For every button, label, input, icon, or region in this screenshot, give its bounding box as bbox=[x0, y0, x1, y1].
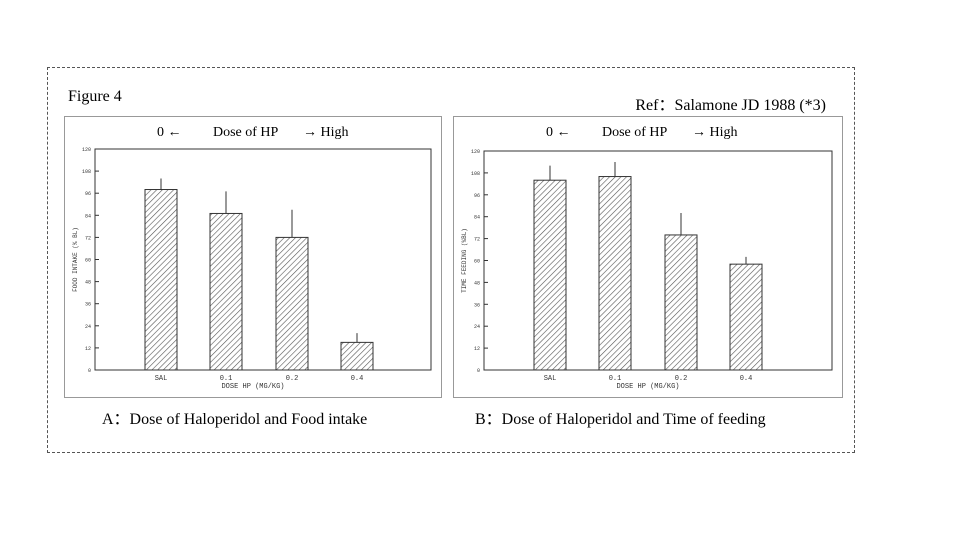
y-tick-label: 36 bbox=[474, 302, 480, 308]
y-axis-label: FOOD INTAKE (% BL) bbox=[72, 227, 79, 292]
figure-frame bbox=[47, 67, 855, 453]
x-tick-label: 0.1 bbox=[609, 375, 622, 383]
y-tick-label: 84 bbox=[85, 213, 91, 219]
y-tick-label: 120 bbox=[82, 147, 91, 153]
bar bbox=[275, 236, 309, 371]
y-tick-label: 24 bbox=[474, 324, 480, 330]
x-axis-label: DOSE HP (MG/KG) bbox=[221, 383, 284, 391]
y-tick-label: 72 bbox=[85, 235, 91, 241]
y-tick-label: 108 bbox=[82, 169, 91, 175]
x-tick-label: 0.2 bbox=[675, 375, 688, 383]
bar bbox=[144, 189, 178, 371]
bar bbox=[729, 263, 763, 371]
y-tick-label: 72 bbox=[474, 237, 480, 243]
x-tick-label: 0.4 bbox=[740, 375, 753, 383]
x-axis-label: DOSE HP (MG/KG) bbox=[616, 383, 679, 391]
figure-label: Figure 4 bbox=[68, 88, 122, 105]
y-tick-label: 60 bbox=[85, 258, 91, 264]
x-tick-label: 0.1 bbox=[220, 375, 233, 383]
dose-title-label: Dose of HP bbox=[602, 125, 668, 140]
y-tick-label: 36 bbox=[85, 302, 91, 308]
chart-panel-b: 0 ← Dose of HP → High 0 12 24 36 48 60 72 84 96 1… bbox=[453, 116, 843, 398]
bar bbox=[598, 176, 632, 371]
x-tick-label: SAL bbox=[544, 375, 557, 383]
x-tick-label: SAL bbox=[155, 375, 168, 383]
y-tick-label: 96 bbox=[474, 193, 480, 199]
bar bbox=[340, 341, 374, 371]
y-axis-label: TIME FEEDING (%BL) bbox=[461, 228, 468, 293]
dose-low-label: 0 ← bbox=[546, 125, 571, 140]
y-tick-label: 12 bbox=[85, 346, 91, 352]
y-tick-label: 48 bbox=[474, 280, 480, 286]
x-tick-label: 0.2 bbox=[286, 375, 299, 383]
bar bbox=[664, 234, 698, 371]
y-tick-label: 120 bbox=[471, 149, 480, 155]
dose-header-b: 0 ← Dose of HP → High bbox=[454, 125, 842, 145]
food-intake-chart: 0 12 24 36 48 60 72 84 96 108 120 SAL 0.1 0.2 0.4 DOSE … bbox=[72, 147, 432, 391]
y-tick-label: 0 bbox=[477, 368, 480, 374]
bar bbox=[209, 212, 243, 371]
y-tick-label: 12 bbox=[474, 346, 480, 352]
y-tick-label: 0 bbox=[88, 368, 91, 374]
chart-panel-a: 0 ← Dose of HP → High 0 12 24 36 48 60 72 84 96 1… bbox=[64, 116, 442, 398]
y-tick-label: 48 bbox=[85, 280, 91, 286]
dose-high-label: → High bbox=[692, 125, 738, 140]
dose-high-label: → High bbox=[303, 125, 349, 140]
dose-title-label: Dose of HP bbox=[213, 125, 279, 140]
y-tick-label: 84 bbox=[474, 215, 480, 221]
bar bbox=[533, 179, 567, 371]
caption-b: B：Dose of Haloperidol and Time of feedin… bbox=[475, 411, 766, 428]
y-tick-label: 96 bbox=[85, 191, 91, 197]
y-tick-label: 60 bbox=[474, 259, 480, 265]
y-tick-label: 24 bbox=[85, 324, 91, 330]
time-feeding-chart: 0 12 24 36 48 60 72 84 96 108 120 SAL 0.1 0.2 0.4 DOSE … bbox=[461, 149, 833, 391]
dose-low-label: 0 ← bbox=[157, 125, 182, 140]
x-tick-label: 0.4 bbox=[351, 375, 364, 383]
reference-label: Ref：Salamone JD 1988 (*3) bbox=[635, 97, 826, 114]
y-tick-label: 108 bbox=[471, 171, 480, 177]
caption-a: A：Dose of Haloperidol and Food intake bbox=[102, 411, 368, 428]
dose-header-a: 0 ← Dose of HP → High bbox=[65, 125, 441, 145]
